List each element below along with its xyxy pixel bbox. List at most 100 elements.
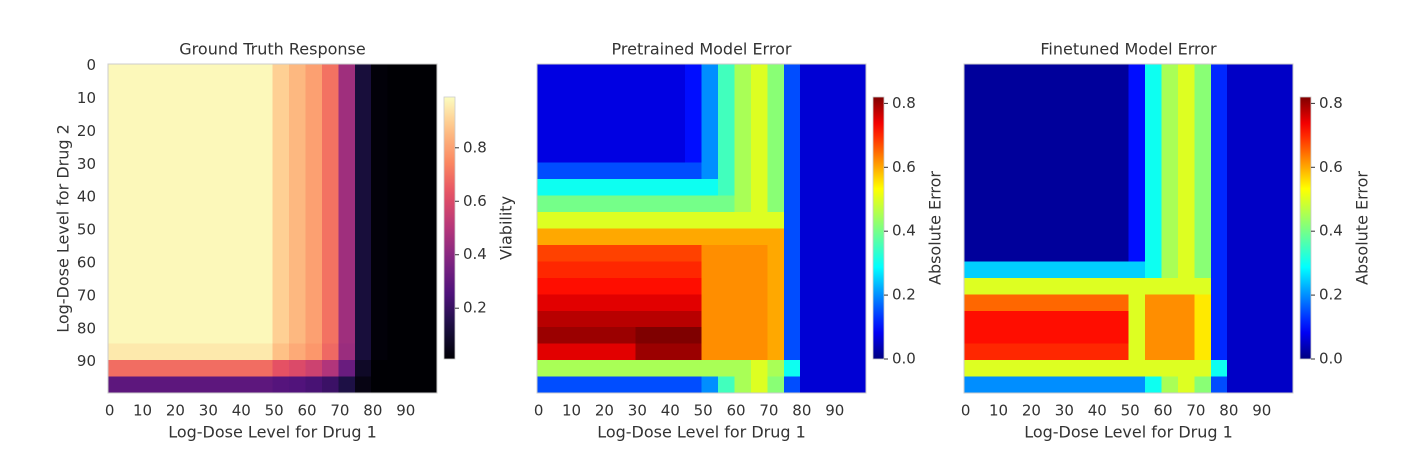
heatmap-cell <box>157 64 175 82</box>
heatmap-cell <box>701 195 719 213</box>
heatmap-cell <box>996 96 1014 114</box>
heatmap-cell <box>996 343 1014 361</box>
heatmap-cell <box>223 195 241 213</box>
plot-frame <box>107 63 438 394</box>
heatmap-cell <box>685 261 703 279</box>
heatmap-cell <box>206 244 224 262</box>
heatmap-cell <box>1128 162 1146 180</box>
heatmap-cell <box>1243 327 1261 345</box>
heatmap-cell <box>1276 162 1294 180</box>
heatmap-cell <box>849 212 867 230</box>
heatmap-cell <box>635 376 653 394</box>
heatmap-cell <box>387 294 405 312</box>
heatmap-cell <box>173 113 191 131</box>
heatmap-cell <box>849 80 867 98</box>
heatmap-cell <box>833 228 851 246</box>
heatmap-cell <box>586 277 604 295</box>
heatmap-cell <box>553 343 571 361</box>
heatmap-cell <box>1112 261 1130 279</box>
heatmap-cell <box>800 327 818 345</box>
heatmap-cell <box>537 228 555 246</box>
heatmap-cell <box>750 212 768 230</box>
heatmap-cell <box>1243 129 1261 147</box>
heatmap-cell <box>619 195 637 213</box>
heatmap-cell <box>685 64 703 82</box>
heatmap-cell <box>980 96 998 114</box>
heatmap-cell <box>190 376 208 394</box>
heatmap-cell <box>1013 327 1031 345</box>
heatmap-cell <box>256 376 274 394</box>
heatmap-cell <box>173 376 191 394</box>
heatmap-cell <box>1194 195 1212 213</box>
heatmap-cell <box>701 360 719 378</box>
heatmap-cell <box>206 64 224 82</box>
colorbar-tick-label: 0.8 <box>892 94 916 112</box>
heatmap-cell <box>734 228 752 246</box>
heatmap-cell <box>800 376 818 394</box>
heatmap-cell <box>734 261 752 279</box>
heatmap-cell <box>404 343 422 361</box>
heatmap-cell <box>206 195 224 213</box>
heatmap-cell <box>783 310 801 328</box>
heatmap-cell <box>553 228 571 246</box>
heatmap-cell <box>321 146 339 164</box>
heatmap-cell <box>305 294 323 312</box>
heatmap-cell <box>619 343 637 361</box>
heatmap-cell <box>1243 113 1261 131</box>
heatmap-cell <box>420 195 438 213</box>
heatmap-cell <box>685 96 703 114</box>
heatmap-cell <box>849 195 867 213</box>
heatmap-cell <box>833 360 851 378</box>
heatmap-cell <box>767 212 785 230</box>
heatmap-cell <box>996 327 1014 345</box>
heatmap-cell <box>537 310 555 328</box>
heatmap-cell <box>140 228 158 246</box>
x-tick-label: 70 <box>1186 402 1205 420</box>
heatmap-cell <box>996 294 1014 312</box>
heatmap-cell <box>420 310 438 328</box>
heatmap-cell <box>239 294 257 312</box>
heatmap-cell <box>800 64 818 82</box>
heatmap-cell <box>354 343 372 361</box>
heatmap-cell <box>1177 179 1195 197</box>
heatmap-cell <box>717 179 735 197</box>
heatmap-cell <box>1128 294 1146 312</box>
heatmap-cell <box>1161 129 1179 147</box>
heatmap-cell <box>1194 228 1212 246</box>
heatmap-cell <box>1128 376 1146 394</box>
heatmap-cell <box>1177 343 1195 361</box>
heatmap-cell <box>1161 96 1179 114</box>
heatmap-cell <box>1062 261 1080 279</box>
heatmap-cell <box>321 162 339 180</box>
heatmap-cell <box>1079 327 1097 345</box>
heatmap-cell <box>387 277 405 295</box>
heatmap-cell <box>124 96 142 114</box>
heatmap-cell <box>980 244 998 262</box>
heatmap-cell <box>305 146 323 164</box>
heatmap-cell <box>272 146 290 164</box>
heatmap-cell <box>717 195 735 213</box>
heatmap-cell <box>108 261 126 279</box>
heatmap-cell <box>619 96 637 114</box>
heatmap-cell <box>1194 310 1212 328</box>
heatmap-cell <box>1144 294 1162 312</box>
heatmap-cell <box>256 195 274 213</box>
heatmap-cell <box>157 96 175 114</box>
heatmap-cell <box>685 327 703 345</box>
heatmap-cell <box>1161 113 1179 131</box>
heatmap-cell <box>140 277 158 295</box>
heatmap-cell <box>305 376 323 394</box>
heatmap-cell <box>305 129 323 147</box>
heatmap-cell <box>569 64 587 82</box>
heatmap-cell <box>1029 327 1047 345</box>
heatmap-cell <box>108 212 126 230</box>
heatmap-cell <box>569 146 587 164</box>
heatmap-cell <box>833 195 851 213</box>
heatmap-cell <box>734 96 752 114</box>
heatmap-cell <box>1260 277 1278 295</box>
heatmap-cell <box>1029 261 1047 279</box>
heatmap-cell <box>256 129 274 147</box>
heatmap-cell <box>1243 162 1261 180</box>
heatmap-cell <box>404 179 422 197</box>
heatmap-cell <box>305 310 323 328</box>
